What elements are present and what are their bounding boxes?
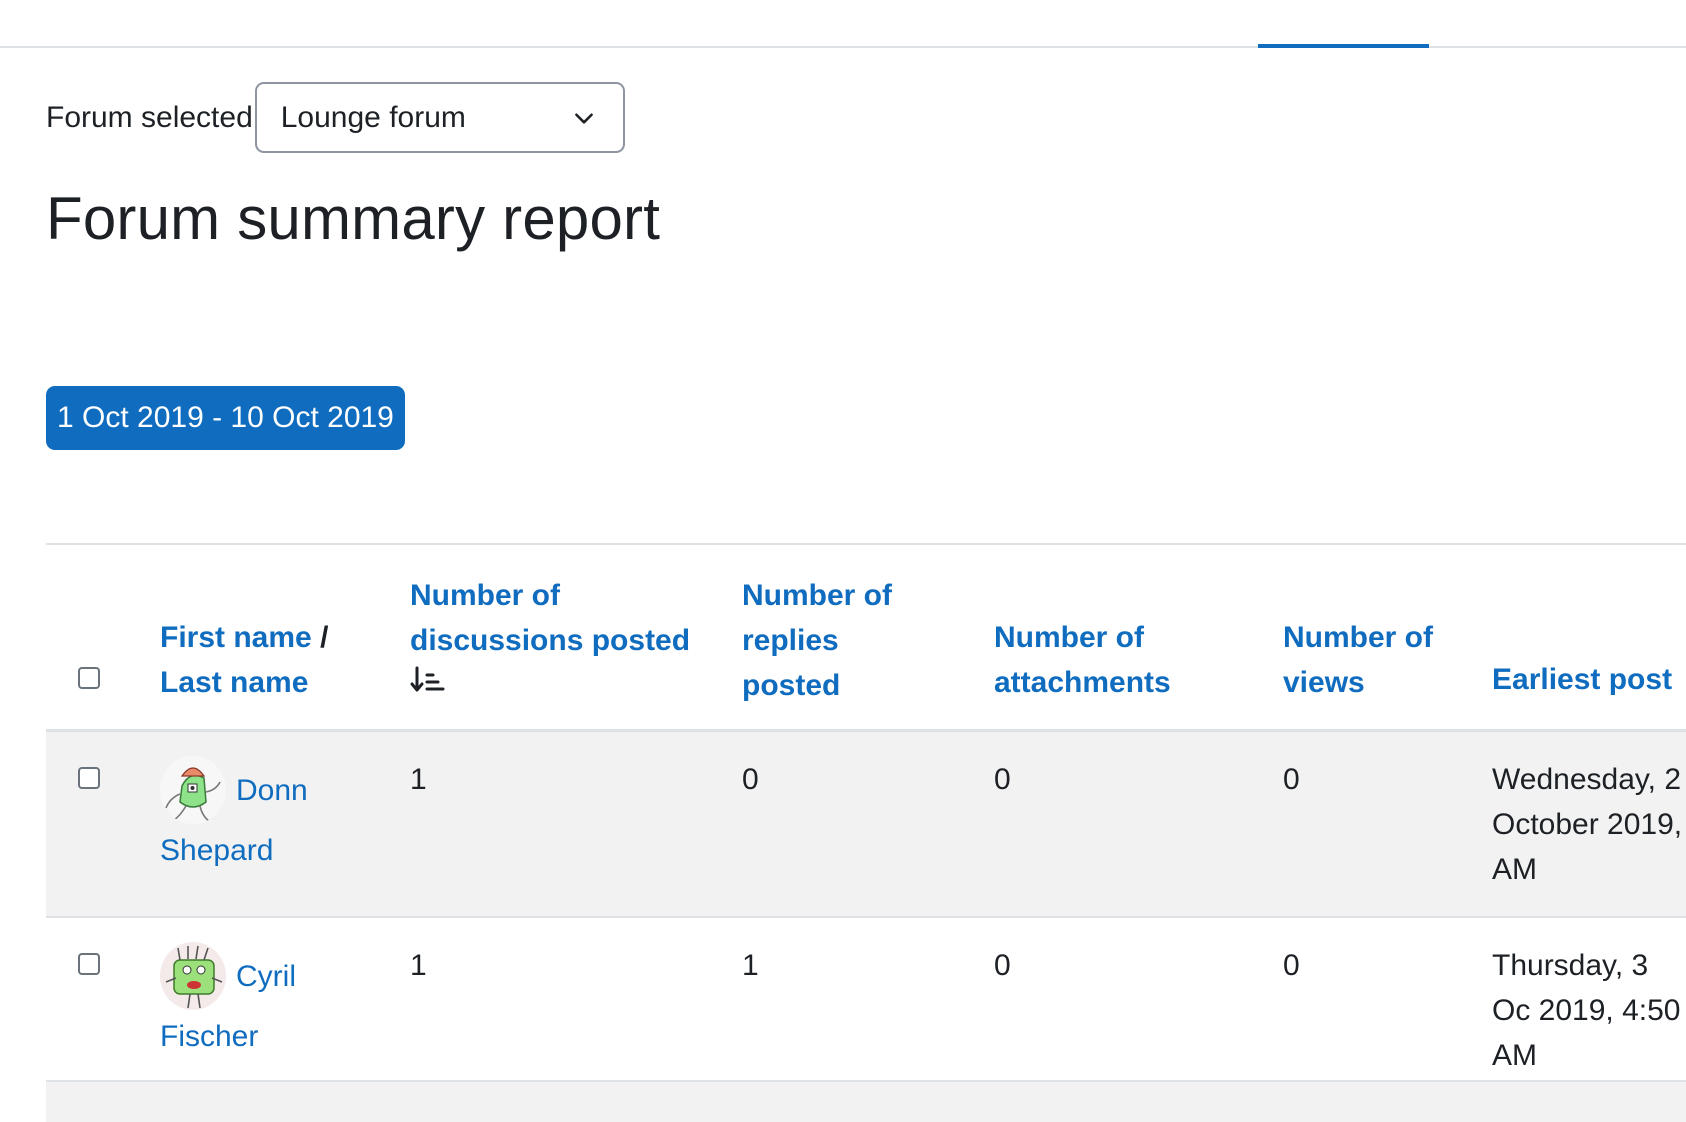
forum-select-dropdown[interactable]: Lounge forum: [254, 82, 625, 153]
user-avatar-image: [160, 756, 226, 824]
select-all-checkbox[interactable]: [78, 667, 100, 689]
top-navigation: [0, 0, 1686, 48]
date-filter-button[interactable]: 1 Oct 2019 - 10 Oct 2019: [46, 386, 405, 450]
table-divider: [46, 543, 1686, 545]
user-first-name-link[interactable]: Donn: [236, 774, 308, 807]
name-separator: /: [320, 621, 329, 654]
forum-select-value: Lounge forum: [280, 100, 466, 134]
page-title: Forum summary report: [46, 185, 661, 252]
table-row-partial: [46, 1082, 1686, 1122]
sort-ascending-icon: [410, 666, 445, 692]
column-header-discussions[interactable]: Number of discussions posted: [410, 573, 700, 695]
replies-count: 0: [742, 763, 759, 796]
sort-first-name-link[interactable]: First name: [160, 621, 312, 654]
table-row: Donn Shepard 1 0 0 0 Wednesday, 2 Octobe…: [46, 732, 1686, 918]
discussions-count: 1: [410, 763, 427, 796]
table-header-row: First name / Last name Number of discuss…: [46, 545, 1686, 732]
column-header-attachments[interactable]: Number of attachments: [994, 615, 1194, 705]
user-last-name-link[interactable]: Shepard: [160, 834, 274, 867]
table-row: Cyril Fischer 1 1 0 0 Thursday, 3 Oc 201…: [46, 918, 1686, 1082]
sort-last-name-link[interactable]: Last name: [160, 666, 309, 699]
attachments-count: 0: [994, 763, 1011, 796]
column-header-replies[interactable]: Number of replies posted: [742, 573, 912, 708]
replies-header-label: Number of replies posted: [742, 579, 892, 702]
earliest-post-date: Wednesday, 2 October 2019, AM: [1492, 763, 1683, 886]
discussions-header-label: Number of discussions posted: [410, 579, 691, 657]
user-last-name-link[interactable]: Fischer: [160, 1020, 259, 1053]
tab-reports-active[interactable]: [1258, 0, 1429, 48]
views-header-label: Number of views: [1283, 621, 1433, 699]
earliest-post-date: Thursday, 3 Oc 2019, 4:50 AM: [1492, 949, 1681, 1072]
views-count: 0: [1283, 763, 1300, 796]
forum-select-row: Forum selected Lounge forum: [46, 81, 625, 154]
views-count: 0: [1283, 949, 1300, 982]
forum-select-label: Forum selected: [46, 100, 253, 134]
user-avatar-image: [160, 942, 226, 1010]
column-header-views[interactable]: Number of views: [1283, 615, 1453, 705]
attachments-header-label: Number of attachments: [994, 621, 1171, 699]
replies-count: 1: [742, 949, 759, 982]
column-header-name: First name / Last name: [160, 615, 360, 705]
user-first-name-link[interactable]: Cyril: [236, 960, 296, 993]
chevron-down-icon: [574, 112, 593, 124]
discussions-count: 1: [410, 949, 427, 982]
column-header-earliest-post[interactable]: Earliest post: [1492, 657, 1686, 702]
row-checkbox[interactable]: [78, 767, 100, 789]
attachments-count: 0: [994, 949, 1011, 982]
row-checkbox[interactable]: [78, 953, 100, 975]
earliest-post-header-label: Earliest post: [1492, 663, 1673, 696]
